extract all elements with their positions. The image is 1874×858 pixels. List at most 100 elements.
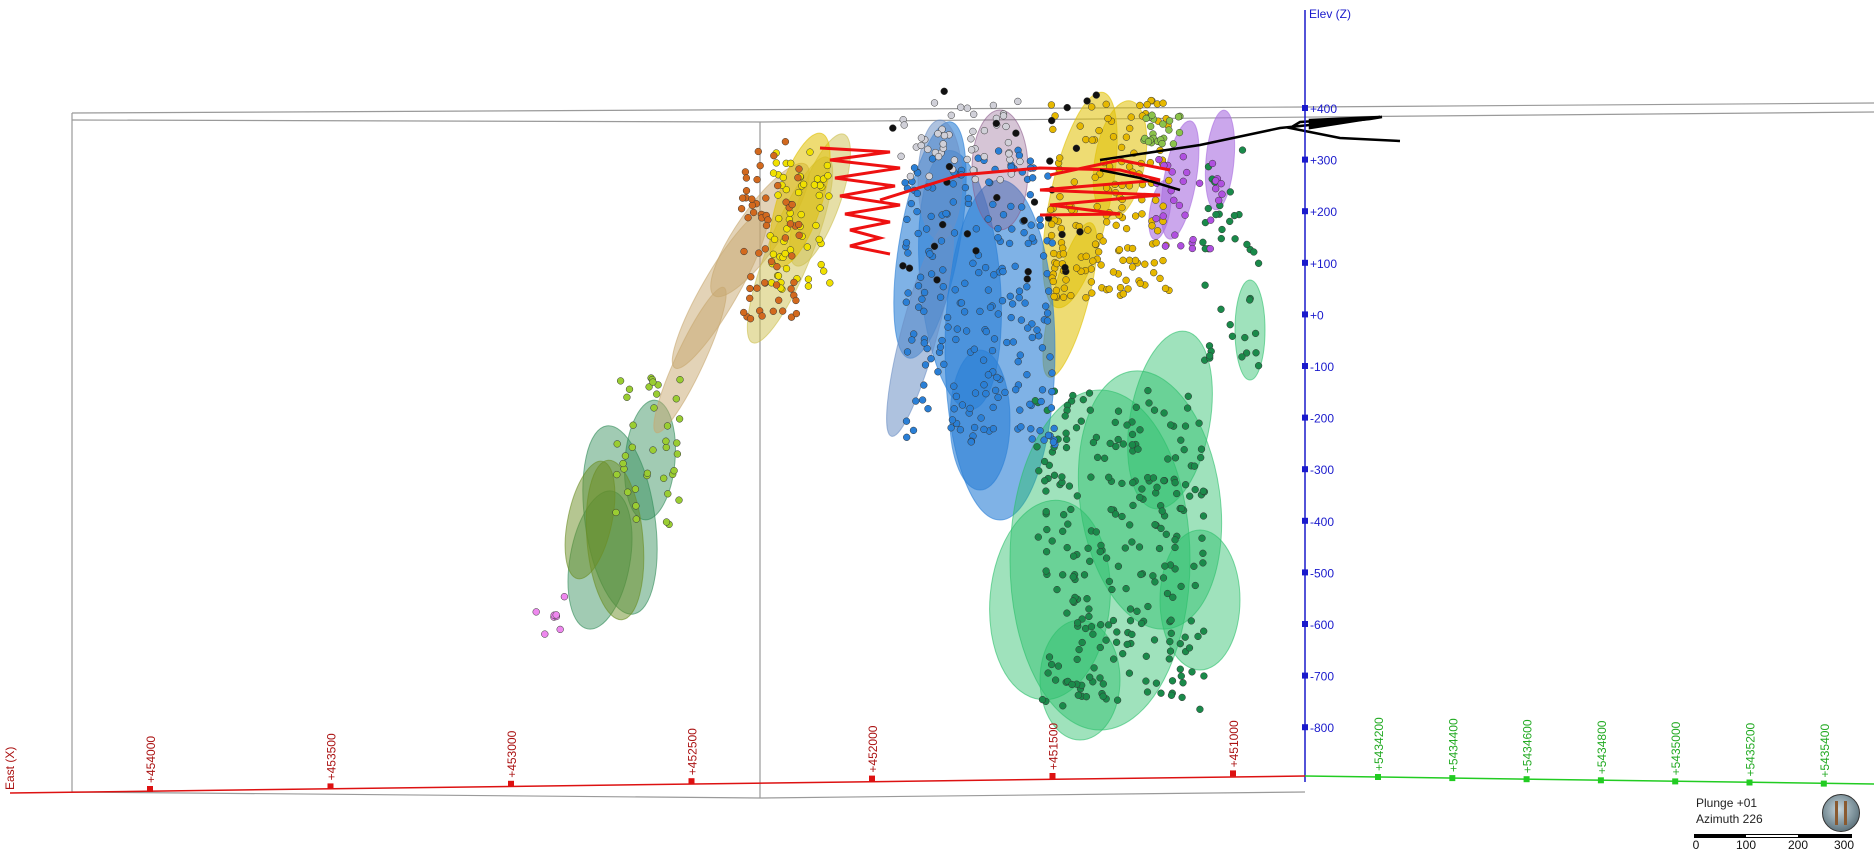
sample-point — [1097, 621, 1105, 629]
sample-point — [927, 270, 936, 278]
sample-point — [904, 249, 912, 257]
sample-point — [1012, 129, 1020, 137]
sample-point — [1083, 595, 1091, 603]
sample-point — [1084, 226, 1092, 234]
sample-point — [1023, 371, 1031, 379]
sample-point — [1250, 248, 1258, 256]
sample-point — [1062, 443, 1071, 452]
sample-point — [1017, 316, 1026, 324]
sample-point — [1126, 124, 1134, 133]
sample-point — [1251, 329, 1260, 338]
sample-point — [1047, 206, 1055, 214]
sample-point — [1142, 114, 1150, 123]
sample-point — [1166, 637, 1174, 646]
sample-point — [1088, 289, 1096, 297]
sample-point — [1097, 261, 1105, 269]
sample-point — [541, 630, 549, 638]
sample-point — [815, 235, 823, 244]
sample-point — [1254, 362, 1263, 370]
sample-point — [1116, 283, 1125, 292]
sample-point — [1011, 262, 1019, 270]
sample-point — [1033, 443, 1041, 451]
sample-point — [1015, 294, 1023, 302]
sample-point — [755, 249, 763, 257]
sample-point — [613, 470, 621, 479]
elevation-tick-mark — [1302, 724, 1308, 731]
sample-point — [956, 426, 965, 434]
sample-point — [1015, 287, 1024, 295]
sample-point — [1038, 695, 1047, 704]
geology-solid — [653, 286, 727, 434]
sample-point — [1102, 636, 1110, 644]
sample-point — [920, 307, 928, 315]
sample-point — [1023, 283, 1031, 291]
sample-point — [1054, 662, 1063, 670]
sample-point — [1199, 559, 1207, 567]
sample-point — [1016, 406, 1024, 414]
sample-point — [958, 401, 967, 409]
sample-point — [741, 168, 750, 176]
sample-point — [980, 425, 988, 434]
sample-point — [1026, 157, 1035, 165]
northing-tick-mark — [1672, 778, 1679, 785]
sample-point — [984, 371, 993, 379]
orientation-widget-icon[interactable] — [1822, 794, 1860, 832]
sample-point — [624, 488, 632, 496]
sample-point — [676, 376, 684, 384]
sample-point — [914, 229, 922, 238]
sample-point — [532, 608, 540, 616]
sample-point — [826, 279, 834, 287]
sample-point — [1003, 338, 1011, 347]
sample-point — [928, 155, 937, 163]
sample-point — [1152, 214, 1160, 223]
sample-point — [1060, 511, 1068, 519]
sample-point — [1134, 445, 1142, 453]
elevation-tick-label: -700 — [1310, 670, 1334, 684]
sample-point — [1043, 317, 1052, 325]
sample-point — [1089, 630, 1097, 638]
sample-point — [1057, 224, 1065, 233]
sample-point — [1243, 240, 1251, 249]
sample-point — [1099, 692, 1107, 700]
sample-point — [920, 339, 928, 347]
sample-point — [1189, 235, 1197, 244]
sample-point — [1174, 113, 1183, 121]
sample-point — [1167, 691, 1176, 699]
sample-point — [924, 145, 932, 153]
sample-point — [940, 131, 949, 140]
sample-point — [1122, 224, 1131, 233]
sample-point — [913, 189, 922, 198]
sample-point — [940, 87, 948, 95]
sample-point — [1190, 462, 1199, 470]
sample-point — [663, 422, 672, 430]
sample-point — [1136, 426, 1144, 434]
sample-point — [1125, 669, 1134, 677]
sample-point — [906, 172, 915, 181]
sample-point — [1195, 419, 1203, 427]
sample-point — [1017, 423, 1025, 431]
sample-point — [1037, 397, 1045, 406]
sample-point — [1073, 492, 1081, 500]
sample-point — [952, 335, 960, 344]
sample-point — [977, 414, 985, 422]
sample-point — [1102, 554, 1111, 562]
scale-label: 0 — [1692, 838, 1700, 852]
sample-point — [1109, 268, 1118, 276]
sample-point — [803, 243, 811, 251]
sample-point — [1106, 439, 1114, 448]
sample-point — [616, 377, 625, 385]
sample-point — [1156, 274, 1164, 283]
sample-point — [957, 103, 965, 111]
sample-point — [1069, 597, 1077, 605]
sample-point — [1078, 638, 1086, 647]
northing-tick-mark — [1375, 774, 1381, 780]
sample-point — [552, 611, 560, 619]
sample-point — [629, 421, 637, 429]
sample-point — [1069, 552, 1078, 560]
elevation-axis-label: Elev (Z) — [1309, 7, 1351, 21]
sample-point — [1131, 256, 1140, 265]
sample-point — [781, 234, 790, 242]
sample-point — [1096, 643, 1104, 652]
sample-point — [920, 288, 929, 297]
